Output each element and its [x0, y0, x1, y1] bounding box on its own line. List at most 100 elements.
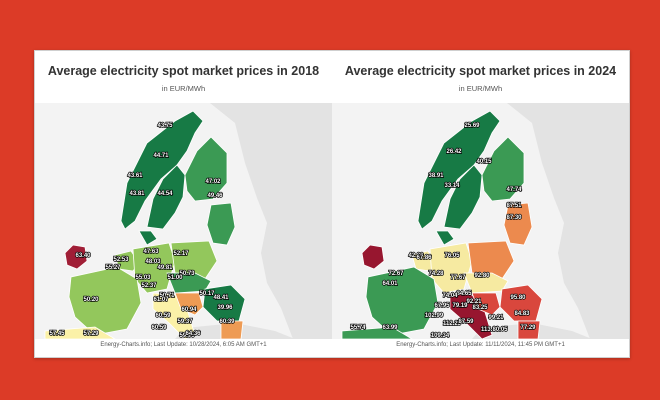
price-label: 57.29 — [83, 331, 99, 337]
price-label: 43.81 — [129, 191, 145, 197]
map-footer-2024: Energy-Charts.info; Last Update: 11/11/2… — [396, 342, 565, 348]
price-label: 48.03 — [145, 259, 161, 265]
price-label: 25.69 — [464, 123, 480, 129]
price-label: 50.71 — [159, 293, 175, 299]
region-france — [68, 266, 142, 336]
region-norway — [120, 110, 204, 230]
region-poland — [170, 240, 218, 280]
price-label: 39.96 — [217, 305, 233, 311]
price-label: 50.17 — [199, 291, 215, 297]
price-label: 59.37 — [177, 319, 193, 325]
price-label: 79.19 — [452, 303, 468, 309]
price-label: 52.53 — [113, 257, 129, 263]
price-label: 63.40 — [75, 253, 91, 259]
price-label: 33.14 — [444, 183, 460, 189]
price-label: 99.21 — [488, 315, 504, 321]
region-central — [463, 272, 509, 294]
price-label: 55.27 — [105, 265, 121, 271]
price-label: 47.63 — [143, 249, 159, 255]
price-label: 59.96 — [179, 333, 195, 339]
europe-map-2018: 43.75 44.71 43.61 43.81 44.54 47.02 49.46 63.40… — [35, 103, 332, 339]
price-label: 49.46 — [207, 193, 223, 199]
price-label: 43.61 — [127, 173, 143, 179]
map-panel-2024: Average electricity spot market prices i… — [332, 51, 629, 357]
map-title-2018: Average electricity spot market prices i… — [47, 64, 320, 78]
price-label: 61.07 — [153, 297, 169, 303]
price-label: 84.65 — [456, 291, 472, 297]
price-label: 52.17 — [173, 251, 189, 257]
price-label: 51.00 — [167, 275, 183, 281]
price-label: 47.02 — [205, 179, 221, 185]
price-label: 52.37 — [141, 283, 157, 289]
region-iberia — [341, 326, 413, 339]
map-subtitle-2024: in EUR/MWh — [458, 84, 503, 93]
price-label: 64.36 — [185, 331, 201, 337]
map-title-2024: Average electricity spot market prices i… — [344, 64, 617, 78]
non-eu-land — [507, 103, 629, 339]
region-ireland — [64, 244, 88, 270]
region-france — [365, 266, 439, 336]
price-label: 77.67 — [450, 275, 466, 281]
price-label: 84.83 — [514, 311, 530, 317]
region-greece — [220, 320, 244, 339]
map-subtitle-2018: in EUR/MWh — [161, 84, 206, 93]
price-label: 55.03 — [135, 275, 151, 281]
price-label: 44.54 — [157, 191, 173, 197]
price-label: 50.20 — [83, 297, 99, 303]
price-label: 47.74 — [506, 187, 522, 193]
price-label: 42.80 — [408, 253, 424, 259]
price-label: 74.28 — [428, 271, 444, 277]
price-label: 26.42 — [446, 149, 462, 155]
price-label: 44.71 — [153, 153, 169, 159]
price-label: 40.15 — [476, 159, 492, 165]
region-poland — [467, 240, 515, 280]
region-balkans — [174, 292, 204, 316]
price-label: 112.25 — [443, 321, 462, 327]
price-label: 92.21 — [466, 299, 482, 305]
price-label: 60.59 — [155, 313, 171, 319]
price-label: 48.41 — [213, 295, 229, 301]
price-label: 76.05 — [444, 253, 460, 259]
price-label: 102.99 — [425, 313, 444, 319]
price-label: 74.04 — [442, 293, 458, 299]
region-baltics — [503, 202, 533, 246]
region-finland — [481, 136, 525, 202]
non-eu-land — [210, 103, 332, 339]
price-label: 80.05 — [492, 327, 508, 333]
price-label: 60.59 — [151, 325, 167, 331]
region-central — [166, 272, 212, 294]
price-label: 60.94 — [181, 307, 197, 313]
price-label: 49.81 — [157, 265, 173, 271]
price-label: 87.30 — [506, 215, 522, 221]
price-label: 95.80 — [510, 295, 526, 301]
map-panel-2018: Average electricity spot market prices i… — [35, 51, 332, 357]
price-label: 50.73 — [179, 271, 195, 277]
price-label: 83.25 — [472, 305, 488, 311]
price-label: 63.99 — [382, 325, 398, 331]
price-label: 77.29 — [520, 325, 536, 331]
price-label: 109.34 — [431, 333, 450, 339]
region-norway — [417, 110, 501, 230]
price-label: 92.80 — [474, 273, 490, 279]
price-label: 87.59 — [458, 319, 474, 325]
region-iberia — [44, 326, 116, 339]
region-denmark — [138, 230, 158, 246]
price-label: 43.75 — [157, 123, 173, 129]
region-greece — [517, 320, 541, 339]
price-label: 57.45 — [49, 331, 65, 337]
price-label: 60.39 — [219, 319, 235, 325]
price-label: 55.74 — [350, 325, 366, 331]
region-ireland — [361, 244, 385, 270]
region-finland — [184, 136, 228, 202]
price-label: 72.67 — [388, 271, 404, 277]
price-label: 38.91 — [428, 173, 444, 179]
map-footer-2018: Energy-Charts.info; Last Update: 10/28/2… — [100, 342, 267, 348]
region-denmark — [435, 230, 455, 246]
price-label: 64.01 — [382, 281, 398, 287]
charts-card: Average electricity spot market prices i… — [34, 50, 630, 358]
region-baltics — [206, 202, 236, 246]
price-label: 67.86 — [416, 255, 432, 261]
region-balkans — [471, 292, 501, 316]
price-label: 113.68 — [481, 327, 500, 333]
